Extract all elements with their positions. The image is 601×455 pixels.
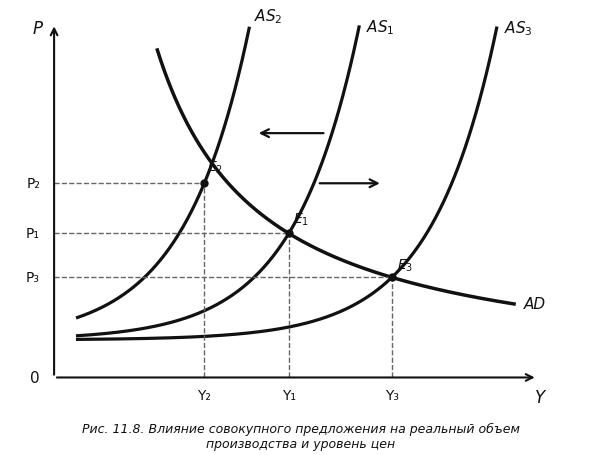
Text: Y₁: Y₁ [282, 389, 296, 403]
Text: AD: AD [523, 297, 546, 312]
Text: P: P [32, 20, 42, 38]
Text: $E_3$: $E_3$ [397, 257, 413, 273]
Text: Y₂: Y₂ [197, 389, 211, 403]
Text: P₃: P₃ [26, 271, 40, 285]
Text: $AS_3$: $AS_3$ [504, 20, 532, 38]
Text: $E_2$: $E_2$ [207, 160, 222, 176]
Text: $E_1$: $E_1$ [293, 211, 310, 228]
Text: P₁: P₁ [26, 227, 40, 241]
Text: $AS_2$: $AS_2$ [254, 7, 282, 26]
Text: Рис. 11.8. Влияние совокупного предложения на реальный объем
производства и уров: Рис. 11.8. Влияние совокупного предложен… [82, 422, 519, 450]
Text: P₂: P₂ [26, 177, 40, 191]
Text: Y: Y [535, 389, 545, 407]
Text: $AS_1$: $AS_1$ [366, 19, 395, 37]
Text: 0: 0 [31, 370, 40, 385]
Text: Y₃: Y₃ [385, 389, 399, 403]
